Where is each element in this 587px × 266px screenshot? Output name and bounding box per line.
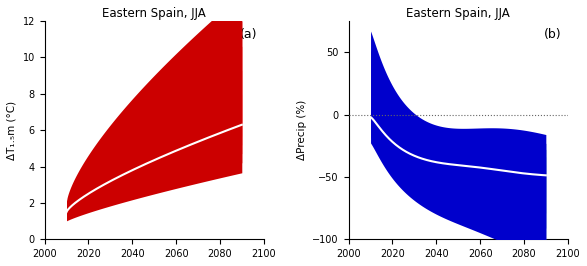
Y-axis label: ΔPrecip (%): ΔPrecip (%) xyxy=(297,100,307,160)
Text: (b): (b) xyxy=(544,28,561,41)
Title: Eastern Spain, JJA: Eastern Spain, JJA xyxy=(406,7,510,20)
Text: (a): (a) xyxy=(239,28,257,41)
Y-axis label: ΔT₁.₅m (°C): ΔT₁.₅m (°C) xyxy=(7,101,17,160)
Title: Eastern Spain, JJA: Eastern Spain, JJA xyxy=(102,7,206,20)
